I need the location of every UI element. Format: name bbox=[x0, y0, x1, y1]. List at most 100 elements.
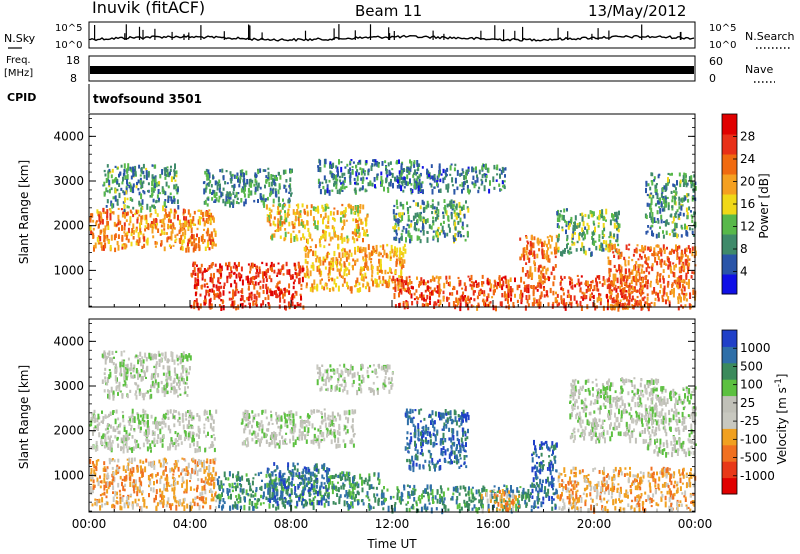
data-cell bbox=[447, 183, 450, 189]
data-cell bbox=[356, 288, 359, 293]
data-cell bbox=[276, 293, 278, 299]
data-cell bbox=[140, 481, 143, 487]
data-cell bbox=[220, 265, 223, 272]
data-cell bbox=[418, 214, 420, 219]
data-cell bbox=[370, 258, 373, 261]
data-cell bbox=[261, 261, 264, 265]
data-cell bbox=[316, 255, 319, 259]
data-cell bbox=[181, 413, 184, 418]
data-cell bbox=[609, 268, 612, 273]
data-cell bbox=[114, 247, 117, 253]
data-cell bbox=[680, 304, 683, 308]
data-cell bbox=[315, 208, 318, 212]
data-cell bbox=[435, 235, 438, 238]
data-cell bbox=[175, 238, 178, 241]
data-cell bbox=[203, 188, 206, 195]
data-cell bbox=[420, 277, 423, 282]
data-cell bbox=[402, 265, 405, 268]
data-cell bbox=[385, 178, 388, 184]
data-cell bbox=[452, 204, 455, 207]
data-cell bbox=[265, 271, 268, 276]
data-cell bbox=[682, 269, 685, 273]
data-cell bbox=[362, 259, 365, 262]
data-cell bbox=[196, 484, 199, 490]
data-cell bbox=[194, 272, 197, 276]
data-cell bbox=[625, 290, 628, 293]
data-cell bbox=[660, 219, 663, 224]
data-cell bbox=[397, 280, 400, 286]
data-cell bbox=[89, 458, 92, 465]
data-cell bbox=[616, 302, 619, 306]
data-cell bbox=[560, 251, 562, 257]
data-cell bbox=[200, 459, 203, 465]
data-cell bbox=[573, 241, 576, 246]
data-cell bbox=[395, 260, 398, 267]
data-cell bbox=[218, 293, 221, 300]
data-cell bbox=[276, 177, 278, 181]
data-cell bbox=[106, 209, 109, 214]
data-cell bbox=[395, 254, 398, 258]
data-cell bbox=[555, 234, 558, 239]
data-cell bbox=[657, 174, 660, 179]
data-cell bbox=[208, 468, 210, 474]
data-cell bbox=[359, 206, 362, 208]
data-cell bbox=[196, 227, 199, 231]
data-cell bbox=[283, 299, 286, 304]
data-cell bbox=[487, 281, 490, 286]
data-cell bbox=[561, 278, 564, 281]
data-cell bbox=[163, 483, 166, 490]
data-cell bbox=[346, 267, 349, 271]
data-cell bbox=[136, 181, 138, 186]
data-cell bbox=[338, 252, 341, 258]
data-cell bbox=[536, 303, 539, 306]
data-cell bbox=[293, 226, 296, 229]
data-cell bbox=[96, 423, 99, 427]
data-cell bbox=[230, 297, 233, 301]
data-cell bbox=[192, 457, 195, 461]
data-cell bbox=[467, 295, 470, 302]
data-cell bbox=[360, 248, 363, 254]
data-cell bbox=[666, 246, 668, 250]
data-cell bbox=[187, 242, 189, 247]
data-cell bbox=[166, 166, 169, 169]
data-cell bbox=[257, 182, 260, 188]
data-cell bbox=[616, 215, 619, 219]
data-cell bbox=[317, 178, 320, 184]
data-cell bbox=[590, 211, 593, 218]
data-cell bbox=[250, 296, 253, 301]
data-cell bbox=[265, 269, 268, 273]
data-cell bbox=[447, 297, 450, 300]
data-cell bbox=[276, 210, 279, 215]
data-cell bbox=[175, 504, 178, 511]
data-cell bbox=[229, 203, 231, 208]
data-cell bbox=[641, 305, 644, 310]
data-cell bbox=[197, 459, 200, 465]
data-cell bbox=[94, 425, 97, 429]
data-cell bbox=[601, 215, 603, 219]
data-cell bbox=[306, 204, 309, 209]
data-cell bbox=[213, 272, 215, 279]
data-cell bbox=[236, 175, 238, 179]
data-cell bbox=[312, 250, 315, 257]
data-cell bbox=[214, 233, 217, 237]
data-cell bbox=[405, 290, 408, 293]
data-cell bbox=[399, 260, 401, 264]
data-cell bbox=[663, 198, 666, 205]
data-cell bbox=[478, 169, 481, 175]
data-cell bbox=[394, 286, 397, 293]
data-cell bbox=[105, 177, 108, 183]
data-cell bbox=[179, 223, 182, 228]
data-cell bbox=[598, 238, 601, 242]
data-cell bbox=[184, 488, 187, 493]
data-cell bbox=[239, 169, 242, 174]
data-cell bbox=[104, 445, 107, 449]
data-cell bbox=[616, 226, 618, 231]
data-cell bbox=[328, 179, 331, 183]
data-cell bbox=[103, 484, 106, 491]
data-cell bbox=[183, 505, 186, 511]
data-cell bbox=[410, 235, 413, 241]
data-cell bbox=[153, 431, 156, 437]
data-cell bbox=[402, 246, 405, 252]
data-cell bbox=[208, 482, 211, 485]
data-cell bbox=[138, 200, 141, 205]
